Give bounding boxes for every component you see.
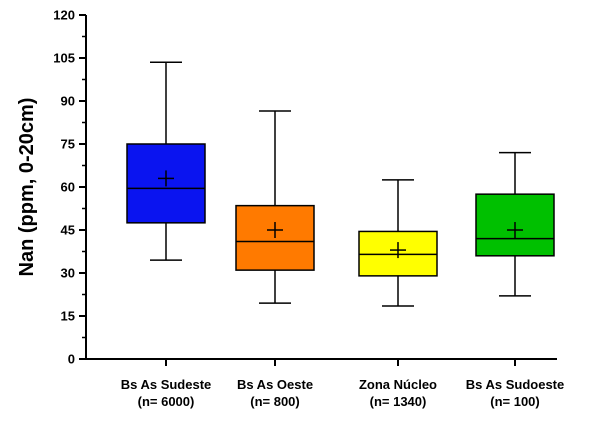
y-axis-label: Nan (ppm, 0-20cm) xyxy=(16,98,38,277)
y-tick-label: 0 xyxy=(68,352,75,367)
y-tick-label: 120 xyxy=(53,8,75,23)
y-tick-label: 15 xyxy=(61,309,75,324)
box-3 xyxy=(358,179,438,307)
y-tick-label: 75 xyxy=(61,137,75,152)
x-category-label: Bs As Sudeste xyxy=(121,377,212,392)
x-category-n-label: (n= 1340) xyxy=(370,394,427,409)
y-axis: 0 15 30 45 60 75 90 105 120 xyxy=(53,8,87,367)
x-category-n-label: (n= 100) xyxy=(490,394,540,409)
x-axis: Bs As Sudeste (n= 6000) Bs As Oeste (n= 800… xyxy=(86,358,565,409)
y-tick-label: 60 xyxy=(61,180,75,195)
x-category-label: Bs As Oeste xyxy=(237,377,313,392)
box-1 xyxy=(126,61,206,261)
x-category-n-label: (n= 800) xyxy=(250,394,300,409)
x-category-n-label: (n= 6000) xyxy=(138,394,195,409)
x-category-label: Bs As Sudoeste xyxy=(466,377,565,392)
y-tick-label: 30 xyxy=(61,266,75,281)
y-tick-label: 45 xyxy=(61,223,75,238)
boxes xyxy=(126,61,555,307)
y-tick-label: 105 xyxy=(53,51,75,66)
box-4 xyxy=(475,151,555,297)
y-tick-label: 90 xyxy=(61,94,75,109)
x-category-label: Zona Núcleo xyxy=(359,377,437,392)
box-2 xyxy=(235,110,315,304)
